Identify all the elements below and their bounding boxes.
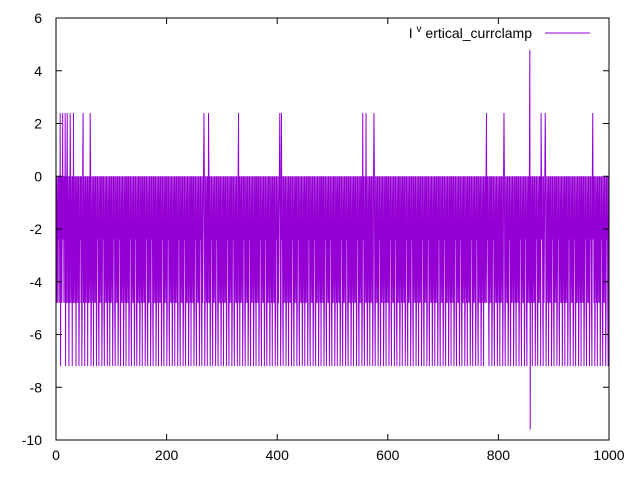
legend-label: I v ertical_currclamp (409, 19, 532, 41)
y-tick-label: -10 (22, 432, 42, 448)
y-tick-label: -8 (30, 379, 43, 395)
y-tick-label: 2 (34, 116, 42, 132)
y-tick-label: 0 (34, 168, 42, 184)
x-axis: 0 200 400 600 800 1000 (52, 18, 625, 463)
legend-label-superscript: v (417, 24, 422, 35)
series-line (55, 49, 610, 430)
y-tick-label: -4 (30, 274, 43, 290)
legend-label-rest: ertical_currclamp (425, 25, 532, 41)
y-tick-label: 4 (34, 63, 42, 79)
y-tick-label: 6 (34, 10, 42, 26)
x-tick-label: 800 (487, 447, 511, 463)
y-axis: -10 -8 -6 -4 -2 0 2 4 6 (22, 10, 609, 448)
y-tick-label: -2 (30, 221, 43, 237)
x-tick-label: 1000 (593, 447, 624, 463)
x-tick-label: 400 (266, 447, 290, 463)
x-tick-label: 0 (52, 447, 60, 463)
x-tick-label: 600 (376, 447, 400, 463)
y-tick-label: -6 (30, 327, 43, 343)
legend-label-prefix: I (409, 25, 413, 41)
legend: I v ertical_currclamp (409, 19, 590, 41)
x-tick-label: 200 (155, 447, 179, 463)
series-layer (55, 49, 610, 430)
